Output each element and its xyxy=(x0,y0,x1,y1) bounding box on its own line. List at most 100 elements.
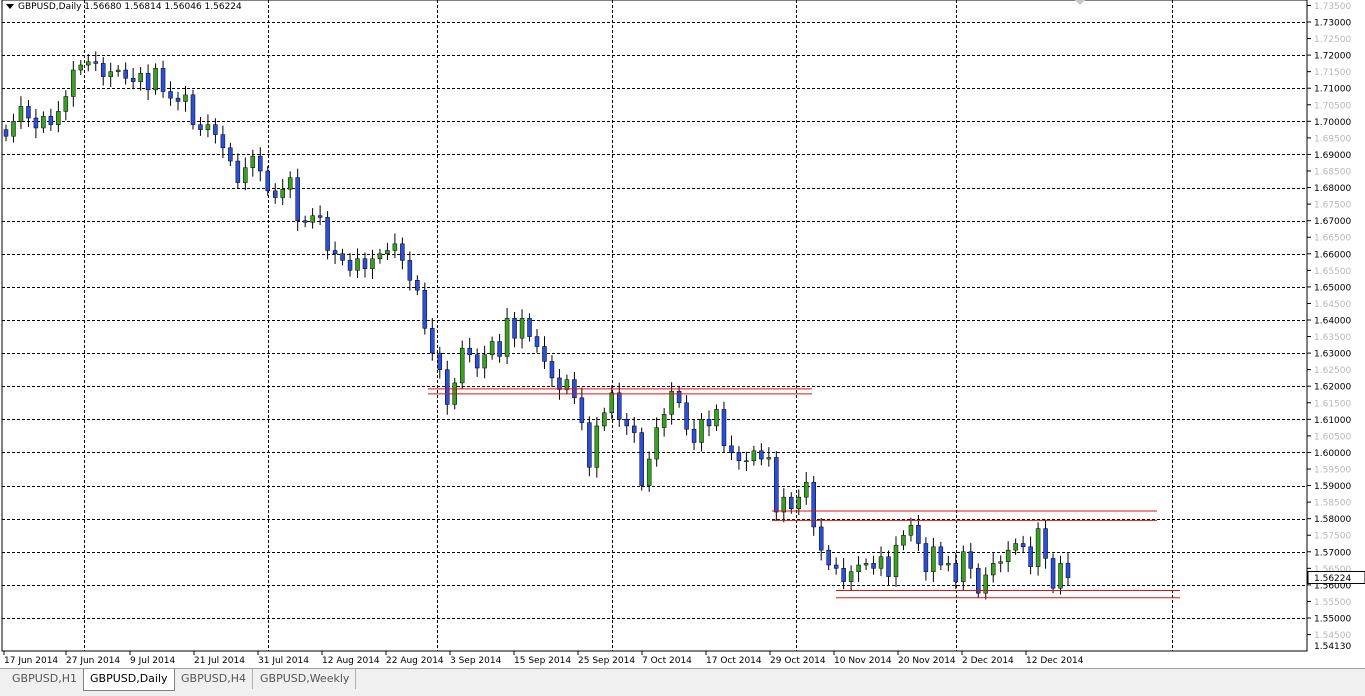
candle-body xyxy=(153,68,158,91)
price-label: 1.71500 xyxy=(1314,68,1351,78)
candle-body xyxy=(100,63,106,77)
collapse-triangle-icon[interactable] xyxy=(6,4,14,9)
candle-body xyxy=(706,419,712,427)
price-label: 1.59000 xyxy=(1314,482,1351,492)
price-label: 1.54500 xyxy=(1314,631,1351,641)
candle-body xyxy=(579,397,585,423)
candle-body xyxy=(646,458,652,486)
candle-body xyxy=(878,556,884,569)
tab-label: GBPUSD,Daily xyxy=(90,672,168,685)
candle-body xyxy=(669,390,674,415)
candle-body xyxy=(699,419,704,443)
candle-body xyxy=(138,73,143,82)
candle-body xyxy=(3,129,9,137)
candle-body xyxy=(833,564,839,569)
candle-body xyxy=(676,390,682,404)
tab-gbpusd-daily[interactable]: GBPUSD,Daily xyxy=(83,669,175,691)
candle-body xyxy=(407,260,413,281)
date-label: 15 Sep 2014 xyxy=(514,656,571,666)
price-label: 1.70500 xyxy=(1314,101,1351,111)
price-chart[interactable]: 1.73500 1.73000 1.72500 1.72000 1.71500 1.710… xyxy=(0,0,1365,668)
candle-body xyxy=(63,96,69,112)
candle-body xyxy=(145,73,151,91)
candle-body xyxy=(1028,546,1033,567)
symbol-info-bar: GBPUSD,Daily 1.56680 1.56814 1.56046 1.5… xyxy=(6,2,242,12)
candle-body xyxy=(871,563,876,569)
price-label: 1.69500 xyxy=(1314,134,1351,144)
candle-body xyxy=(594,425,600,468)
price-label: 1.61500 xyxy=(1314,399,1351,409)
candle-body xyxy=(1035,528,1041,567)
candle-body xyxy=(123,69,128,79)
price-label: 1.72500 xyxy=(1314,35,1351,45)
candle-body xyxy=(759,450,764,460)
date-label: 17 Jun 2014 xyxy=(4,656,58,666)
candlestick-chart[interactable]: 1.73500 1.73000 1.72500 1.72000 1.71500 1.710… xyxy=(0,0,1365,668)
candle-body xyxy=(990,563,996,576)
candle-body xyxy=(437,352,443,370)
date-label: 9 Jul 2014 xyxy=(130,656,175,666)
candle-body xyxy=(78,64,84,71)
candle-body xyxy=(400,243,405,261)
candle-body xyxy=(482,354,487,369)
candle-body xyxy=(205,124,211,130)
candle-body xyxy=(856,564,861,572)
candle-body xyxy=(377,253,383,259)
candle-body xyxy=(766,457,772,460)
candle-body xyxy=(609,392,615,413)
date-label: 12 Aug 2014 xyxy=(322,656,380,666)
date-label: 29 Oct 2014 xyxy=(770,656,826,666)
candle-body xyxy=(781,496,787,513)
candle-body xyxy=(235,160,241,183)
candle-body xyxy=(362,258,368,269)
candle-body xyxy=(168,91,173,99)
candle-body xyxy=(863,563,869,566)
price-label: 1.56000 xyxy=(1314,581,1351,591)
candle-body xyxy=(340,253,345,261)
chart-shift-marker-icon[interactable] xyxy=(1075,0,1085,5)
candle-body xyxy=(818,526,824,551)
candle-body xyxy=(729,445,734,453)
candle-body xyxy=(160,68,166,92)
candle-body xyxy=(130,78,136,82)
price-label: 1.66000 xyxy=(1314,250,1351,260)
candle-body xyxy=(714,409,719,427)
tab-gbpusd-h4[interactable]: GBPUSD,H4 xyxy=(175,669,253,689)
candle-body xyxy=(220,134,226,149)
price-label: 1.72000 xyxy=(1314,52,1351,62)
candle-body xyxy=(459,347,465,384)
candle-body xyxy=(347,260,353,271)
tab-gbpusd-h1[interactable]: GBPUSD,H1 xyxy=(6,669,84,689)
date-label: 25 Sep 2014 xyxy=(578,656,635,666)
candle-body xyxy=(415,280,420,291)
candle-body xyxy=(250,155,256,168)
candle-body xyxy=(11,121,16,137)
candle-body xyxy=(243,167,248,183)
candle-body xyxy=(602,412,607,427)
current-price-box xyxy=(1307,570,1365,584)
price-label: 1.73000 xyxy=(1314,19,1351,29)
candle-body xyxy=(691,429,697,443)
price-label: 1.67000 xyxy=(1314,217,1351,227)
price-label: 1.63000 xyxy=(1314,350,1351,360)
price-label: 1.60000 xyxy=(1314,449,1351,459)
candle-body xyxy=(504,318,510,357)
price-label: 1.69000 xyxy=(1314,151,1351,161)
candle-body xyxy=(736,452,742,461)
candle-body xyxy=(422,289,428,329)
candle-body xyxy=(587,422,592,468)
candle-body xyxy=(71,69,76,97)
candle-body xyxy=(41,116,46,129)
candle-body xyxy=(1013,543,1018,551)
price-label: 1.62500 xyxy=(1314,366,1351,376)
candle-body xyxy=(1020,543,1026,548)
price-label: 1.68500 xyxy=(1314,168,1351,178)
date-label: 2 Dec 2014 xyxy=(962,656,1014,666)
price-label: 1.73500 xyxy=(1314,2,1351,12)
candle-body xyxy=(908,525,914,536)
candle-body xyxy=(811,481,816,528)
candle-body xyxy=(938,546,944,566)
price-label: 1.63500 xyxy=(1314,333,1351,343)
tab-gbpusd-weekly[interactable]: GBPUSD,Weekly xyxy=(254,669,357,689)
date-label: 27 Jun 2014 xyxy=(66,656,120,666)
